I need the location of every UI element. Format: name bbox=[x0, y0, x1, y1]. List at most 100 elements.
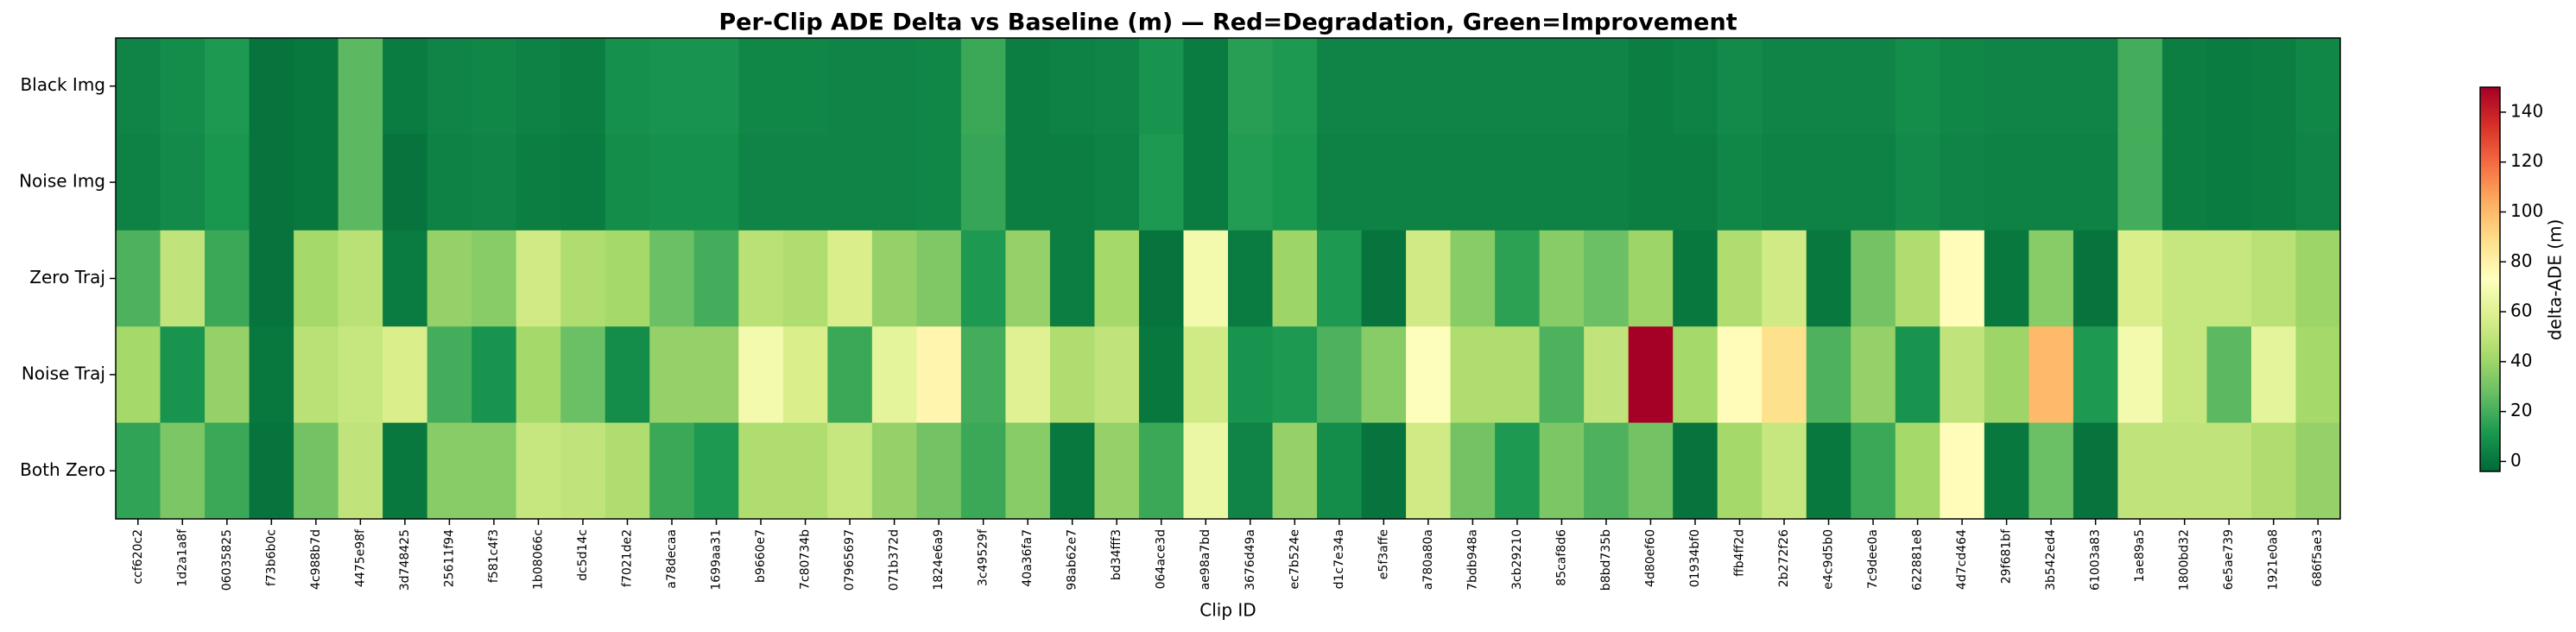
heatmap-cell bbox=[1584, 326, 1630, 424]
heatmap-cell bbox=[1673, 422, 1718, 520]
heatmap-cell bbox=[1762, 422, 1807, 520]
heatmap-cell bbox=[294, 326, 339, 424]
heatmap-cell bbox=[2029, 422, 2074, 520]
heatmap-cell bbox=[383, 422, 428, 520]
heatmap-cell bbox=[2161, 422, 2207, 520]
heatmap-cell bbox=[1450, 38, 1496, 135]
heatmap-cell bbox=[1049, 38, 1095, 135]
colorbar-tick-label: 140 bbox=[2510, 100, 2543, 121]
heatmap-cell bbox=[160, 38, 206, 135]
heatmap-cell bbox=[1005, 326, 1051, 424]
heatmap-cell bbox=[1228, 230, 1274, 327]
heatmap-cell bbox=[1895, 422, 1940, 520]
x-tick-label: 3c49529f bbox=[977, 528, 991, 586]
heatmap-cell bbox=[871, 422, 917, 520]
heatmap-cell bbox=[1628, 326, 1674, 424]
heatmap-cell bbox=[516, 422, 561, 520]
heatmap-cell bbox=[738, 326, 784, 424]
heatmap-cell bbox=[1361, 134, 1407, 231]
heatmap-cell bbox=[827, 134, 873, 231]
heatmap-cell bbox=[1539, 134, 1585, 231]
x-tick-label: 7bdb948a bbox=[1465, 529, 1479, 591]
heatmap-cell bbox=[738, 230, 784, 327]
heatmap-cell bbox=[249, 422, 294, 520]
x-tick-label: 4d7cd464 bbox=[1955, 529, 1969, 590]
heatmap-cell bbox=[1317, 326, 1363, 424]
heatmap-cell bbox=[1584, 134, 1630, 231]
heatmap-cell bbox=[1049, 326, 1095, 424]
heatmap-cell bbox=[1806, 38, 1851, 135]
heatmap-cell bbox=[1005, 422, 1051, 520]
heatmap-cell bbox=[516, 134, 561, 231]
heatmap-cell bbox=[916, 230, 962, 327]
heatmap-cell bbox=[1406, 422, 1452, 520]
heatmap-cell bbox=[2250, 422, 2296, 520]
heatmap-cell bbox=[560, 134, 606, 231]
heatmap-cell bbox=[1406, 326, 1452, 424]
heatmap-cell bbox=[738, 134, 784, 231]
heatmap-cell bbox=[160, 422, 206, 520]
heatmap-cell bbox=[649, 422, 695, 520]
heatmap-cell bbox=[1495, 326, 1541, 424]
heatmap-cell bbox=[604, 38, 650, 135]
heatmap-cell bbox=[1228, 134, 1274, 231]
heatmap-cell bbox=[693, 134, 739, 231]
heatmap-cell bbox=[2206, 134, 2252, 231]
heatmap-cell bbox=[1183, 38, 1229, 135]
heatmap-cell bbox=[1406, 38, 1452, 135]
heatmap-cell bbox=[2161, 38, 2207, 135]
heatmap-cell bbox=[1628, 422, 1674, 520]
heatmap-cell bbox=[2073, 422, 2118, 520]
heatmap-cell bbox=[1317, 422, 1363, 520]
heatmap-cell bbox=[1495, 134, 1541, 231]
heatmap-cell bbox=[472, 230, 517, 327]
heatmap-cell bbox=[1005, 134, 1051, 231]
x-tick-label: 25611f94 bbox=[442, 529, 456, 587]
heatmap-cell bbox=[1984, 230, 2029, 327]
heatmap-cell bbox=[2029, 326, 2074, 424]
x-tick-label: 06035825 bbox=[220, 529, 234, 591]
heatmap-cell bbox=[2117, 326, 2163, 424]
heatmap-cell bbox=[1584, 38, 1630, 135]
heatmap-cell bbox=[1984, 422, 2029, 520]
x-tick-label: 1d2a1a8f bbox=[175, 528, 189, 587]
x-tick-label: 61003a83 bbox=[2089, 529, 2103, 591]
heatmap-cell bbox=[1628, 38, 1674, 135]
x-tick-label: ec7b524e bbox=[1288, 529, 1301, 589]
heatmap-cell bbox=[1940, 422, 1985, 520]
heatmap-cell bbox=[649, 38, 695, 135]
heatmap-cell bbox=[160, 134, 206, 231]
heatmap-cell bbox=[2029, 38, 2074, 135]
heatmap-cell bbox=[693, 38, 739, 135]
heatmap-cell bbox=[1272, 422, 1318, 520]
heatmap-cell bbox=[1717, 326, 1763, 424]
heatmap-cell bbox=[1895, 38, 1940, 135]
heatmap-cell bbox=[427, 38, 472, 135]
heatmap-cell bbox=[205, 326, 250, 424]
heatmap-cell bbox=[960, 134, 1006, 231]
heatmap-cell bbox=[2250, 230, 2296, 327]
x-tick-label: 1b08066c bbox=[531, 529, 545, 590]
heatmap-cell bbox=[1940, 326, 1985, 424]
x-tick-label: 686f5ae3 bbox=[2311, 529, 2325, 587]
heatmap-cell bbox=[827, 38, 873, 135]
heatmap-cell bbox=[1361, 422, 1407, 520]
heatmap-cell bbox=[1940, 230, 1985, 327]
x-tick-label: 1ae89a5 bbox=[2133, 529, 2147, 582]
x-tick-label: 622881e8 bbox=[1911, 529, 1925, 591]
heatmap-cell bbox=[916, 38, 962, 135]
heatmap-cell bbox=[116, 38, 161, 135]
heatmap-cell bbox=[116, 422, 161, 520]
x-tick-label: 29f681bf bbox=[2000, 528, 2014, 584]
x-tick-label: 3676d49a bbox=[1244, 529, 1257, 591]
heatmap-cell bbox=[1406, 230, 1452, 327]
heatmap-cell bbox=[1762, 230, 1807, 327]
heatmap-cell bbox=[1228, 38, 1274, 135]
x-tick-label: ccf620c2 bbox=[131, 529, 145, 585]
heatmap-cell bbox=[516, 230, 561, 327]
heatmap-cell bbox=[827, 230, 873, 327]
heatmap-cell bbox=[1673, 38, 1718, 135]
heatmap-cell bbox=[1851, 38, 1896, 135]
heatmap-cell bbox=[1584, 422, 1630, 520]
heatmap-cell bbox=[2250, 326, 2296, 424]
